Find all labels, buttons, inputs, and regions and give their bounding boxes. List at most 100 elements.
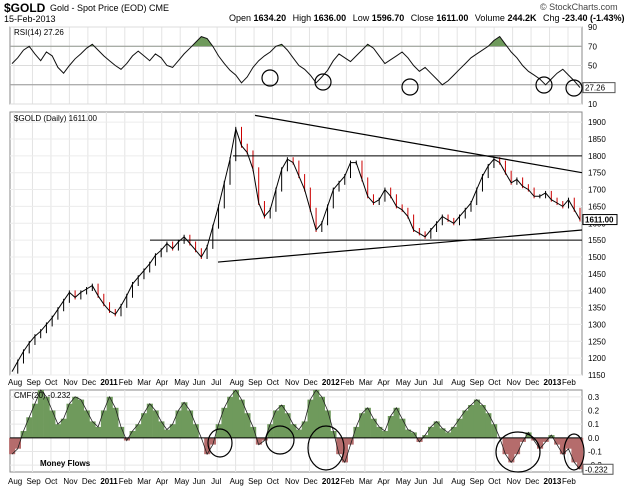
x-tick-label: Jul (433, 378, 443, 387)
cmf-positive-bar (462, 410, 469, 438)
x-tick-label: Sep (26, 378, 41, 387)
cmf-positive-bar (405, 429, 412, 438)
x-tick-label-bottom: May (396, 477, 411, 486)
rsi-tick-label: 50 (588, 62, 597, 71)
x-tick-label: Mar (359, 378, 373, 387)
cmf-negative-bar (508, 437, 515, 463)
low-label: Low (352, 13, 370, 23)
security-title: Gold - Spot Price (EOD) (50, 3, 147, 13)
cmf-current-value: -0.232 (585, 465, 608, 474)
cmf-positive-bar (353, 426, 360, 438)
x-tick-label-bottom: Jun (193, 477, 206, 486)
cmf-positive-bar (175, 410, 182, 438)
x-tick-label-bottom: 2012 (322, 477, 340, 486)
cmf-positive-bar (164, 429, 171, 438)
cmf-positive-bar (152, 410, 159, 438)
volume-value: 244.2K (507, 13, 537, 23)
cmf-positive-bar (456, 418, 463, 438)
price-tick-label: 1800 (588, 152, 606, 161)
cmf-positive-bar (215, 424, 222, 438)
cmf-title: CMF(20) -0.232 (14, 391, 71, 400)
x-tick-label: 2013 (544, 378, 562, 387)
rsi-tick-label: 90 (588, 23, 597, 32)
cmf-positive-bar (187, 410, 194, 438)
x-tick-label-bottom: Feb (119, 477, 133, 486)
cmf-tick-label: 0.0 (588, 434, 600, 443)
x-tick-label: Sep (470, 378, 485, 387)
rsi-oversold-circle (314, 73, 332, 91)
cmf-negative-bar (255, 437, 262, 445)
price-tick-label: 1700 (588, 186, 606, 195)
rsi-title: RSI(14) 27.26 (14, 28, 64, 37)
volume-label: Volume (474, 13, 505, 23)
cmf-negative-bar (14, 437, 21, 449)
cmf-positive-bar (525, 432, 532, 438)
ticker-symbol: $GOLD (4, 1, 46, 15)
rsi-value-box (582, 82, 616, 94)
cmf-positive-bar (393, 407, 400, 438)
money-flows-annotation: Money Flows (40, 459, 91, 468)
x-tick-label-bottom: Feb (562, 477, 576, 486)
cmf-positive-bar (78, 399, 85, 438)
price-tick-label: 1300 (588, 320, 606, 329)
x-tick-label: Mar (137, 378, 151, 387)
price-tick-label: 1350 (588, 304, 606, 313)
price-tick-label: 1500 (588, 253, 606, 262)
x-tick-label: Oct (488, 378, 501, 387)
cmf-negative-bar (565, 437, 572, 449)
x-tick-label: Dec (303, 378, 317, 387)
cmf-negative-bar (416, 437, 423, 442)
high-value: 1636.00 (313, 13, 347, 23)
cmf-positive-bar (89, 421, 96, 438)
cmf-positive-bar (32, 403, 39, 438)
cmf-positive-bar (382, 431, 389, 438)
x-tick-label-bottom: Jul (211, 477, 221, 486)
x-tick-label: Apr (377, 378, 390, 387)
cmf-positive-bar (387, 416, 394, 438)
x-tick-label: Jun (414, 378, 427, 387)
x-tick-label-bottom: Feb (340, 477, 354, 486)
chart-date: 15-Feb-2013 (4, 14, 56, 24)
x-tick-label: 2011 (100, 378, 118, 387)
price-tick-label: 1250 (588, 337, 606, 346)
cmf-value-box (582, 463, 614, 475)
cmf-positive-bar (95, 426, 102, 438)
x-tick-label-bottom: Apr (156, 477, 169, 486)
x-tick-label-bottom: Dec (525, 477, 539, 486)
cmf-positive-bar (72, 396, 79, 438)
cmf-negative-bar (542, 437, 549, 442)
cmf-negative-bar (209, 437, 216, 445)
x-tick-label: Jun (193, 378, 206, 387)
cmf-negative-bar (577, 437, 584, 470)
cmf-positive-bar (278, 405, 285, 438)
cmf-positive-bar (43, 396, 50, 438)
x-tick-label: Nov (507, 378, 521, 387)
cmf-positive-bar (250, 426, 257, 438)
cmf-tick-label: 0.3 (588, 393, 600, 402)
x-tick-label-bottom: Nov (285, 477, 299, 486)
cmf-positive-bar (158, 421, 165, 438)
cmf-positive-bar (100, 410, 107, 438)
lower-trendline (217, 229, 583, 263)
cmf-positive-bar (267, 424, 274, 438)
close-label: Close (410, 13, 434, 23)
x-tick-label-bottom: 2013 (544, 477, 562, 486)
cmf-negative-bar (336, 437, 343, 455)
cmf-negative-bar (9, 437, 16, 455)
cmf-tick-label: 0.1 (588, 420, 600, 429)
cmf-outflow-circle (207, 428, 233, 458)
cmf-positive-bar (376, 426, 383, 438)
ohlc-summary: Open 1634.20 High 1636.00 Low 1596.70 Cl… (229, 13, 625, 23)
cmf-positive-bar (232, 390, 239, 438)
cmf-negative-bar (514, 437, 521, 455)
stockcharts-watermark: © StockCharts.com (540, 2, 618, 12)
cmf-positive-bar (428, 426, 435, 438)
x-tick-label: Nov (285, 378, 299, 387)
cmf-positive-bar (60, 418, 67, 438)
price-tick-label: 1550 (588, 236, 606, 245)
chg-label: Chg (542, 13, 560, 23)
x-tick-label: Aug (8, 378, 22, 387)
cmf-positive-bar (433, 421, 440, 438)
cmf-positive-bar (37, 390, 44, 438)
x-tick-label: Apr (156, 378, 169, 387)
